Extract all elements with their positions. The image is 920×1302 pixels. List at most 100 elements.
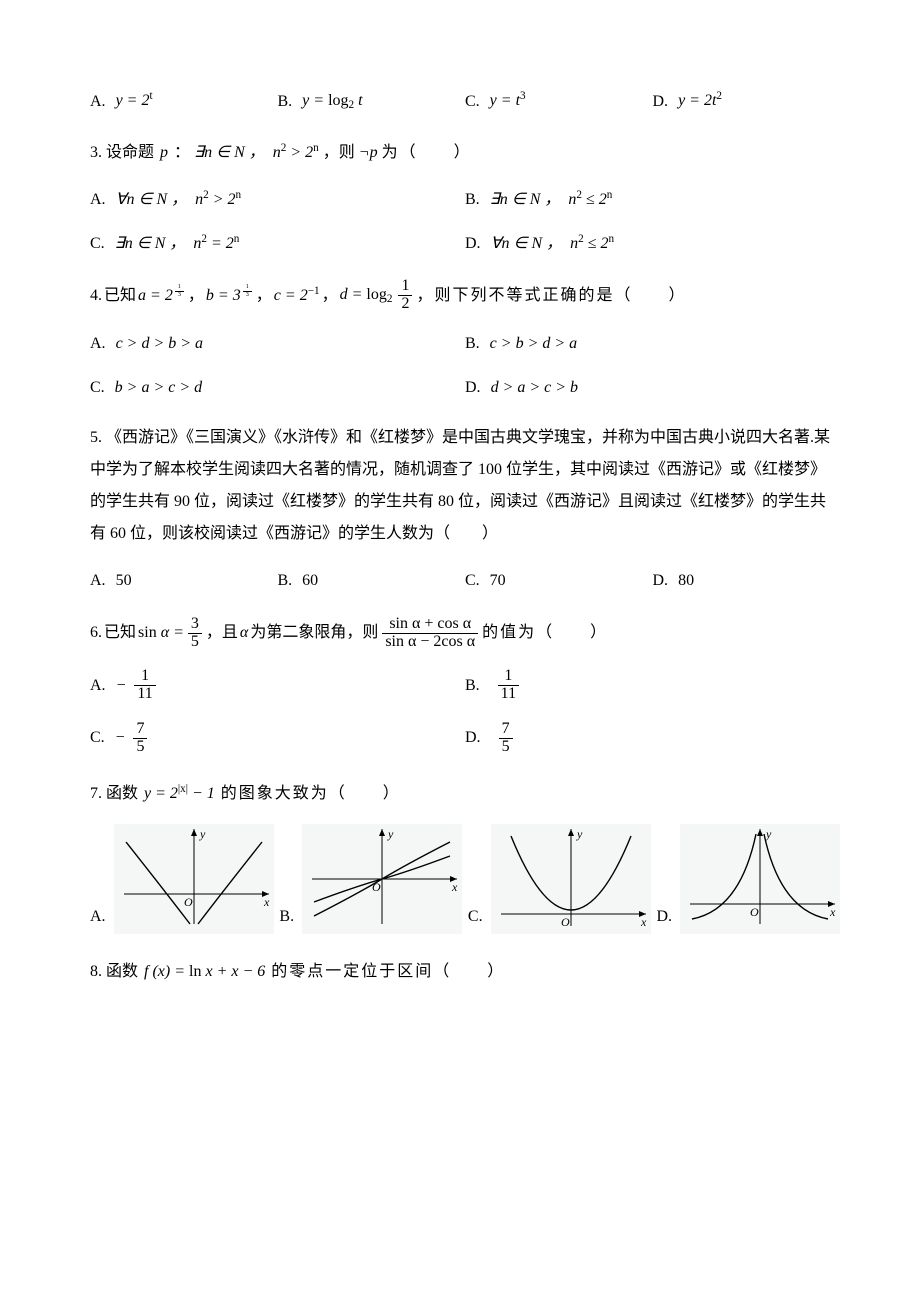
q5-options: A. 50 B. 60 C. 70 D. 80 xyxy=(90,568,840,594)
q4-num: 4. xyxy=(90,280,102,312)
opt-label: B. xyxy=(465,673,480,699)
q5-num: 5. xyxy=(90,429,102,446)
opt-math: y = 2t2 xyxy=(678,88,722,114)
opt-frac: 111 xyxy=(498,668,519,703)
q-prev-options: A. y = 2t B. y = log2 t C. y = t3 D. y =… xyxy=(90,88,840,115)
opt-frac: 111 xyxy=(134,668,155,703)
q6-stem: 6. 已知 sin α = 3 5 ，且 α 为第二象限角，则 sin α + … xyxy=(90,616,840,651)
q8-tail: 的零点一定位于区间（ ） xyxy=(271,963,505,980)
q3-num: 3. xyxy=(90,144,102,161)
q3-comma: ，则 xyxy=(323,144,355,161)
svg-text:x: x xyxy=(263,895,270,909)
opt-label: B. xyxy=(278,89,293,115)
q7-graph-b: B. y x O xyxy=(279,824,462,934)
opt-label: B. xyxy=(278,568,293,594)
q7-text: 函数 xyxy=(106,785,138,802)
q5-opt-c: C. 70 xyxy=(465,568,653,594)
q6-alpha: α xyxy=(240,617,248,649)
q6-tail: 的值为（ ） xyxy=(482,617,608,649)
q8-text: 函数 xyxy=(106,963,138,980)
opt-sign: − xyxy=(116,673,127,699)
svg-text:x: x xyxy=(829,905,836,919)
graph-d-svg: y x O xyxy=(680,824,840,934)
opt-label: B. xyxy=(465,331,480,357)
opt-label: D. xyxy=(465,231,481,257)
q3-negp: ¬p xyxy=(359,144,378,161)
q6-mid2: 为第二象限角，则 xyxy=(250,617,378,649)
comma: ， xyxy=(256,280,272,312)
opt-math: y = log2 t xyxy=(302,88,362,115)
opt-math: ∃n ∈ N ， n2 ≤ 2n xyxy=(490,187,613,213)
svg-text:y: y xyxy=(199,827,206,841)
q4-opt-a: A. c > d > b > a xyxy=(90,331,465,357)
opt-val: 60 xyxy=(302,568,318,594)
q7-graphs: A. y x O B. y x O C. y x O xyxy=(90,824,840,934)
opt-math: d > a > c > b xyxy=(491,375,579,401)
q6-opt-c: C. − 75 xyxy=(90,721,465,756)
opt-label: A. xyxy=(90,89,106,115)
q3-opt-b: B. ∃n ∈ N ， n2 ≤ 2n xyxy=(465,187,840,213)
q3-options-row1: A. ∀n ∈ N ， n2 > 2n B. ∃n ∈ N ， n2 ≤ 2n xyxy=(90,187,840,213)
opt-math: y = 2t xyxy=(116,88,153,114)
q4-stem: 4. 已知 a = 213 ， b = 313 ， c = 2−1 ， d = … xyxy=(90,278,840,313)
q6-bigfrac: sin α + cos α sin α − 2cos α xyxy=(382,616,478,651)
svg-text:x: x xyxy=(640,915,647,929)
opt-label: A. xyxy=(90,568,106,594)
opt-val: 50 xyxy=(116,568,132,594)
q3-exists: ∃n ∈ N ， n2 > 2n xyxy=(194,144,319,161)
svg-text:y: y xyxy=(387,827,394,841)
q4-d: d = log2 12 xyxy=(340,278,415,313)
opt-label: A. xyxy=(90,904,106,930)
q5-opt-d: D. 80 xyxy=(653,568,841,594)
q3-tail: 为（ ） xyxy=(382,144,472,161)
opt-math: c > d > b > a xyxy=(116,331,204,357)
svg-text:O: O xyxy=(561,915,570,929)
q7-graph-a: A. y x O xyxy=(90,824,274,934)
q7-tail: 的图象大致为（ ） xyxy=(221,785,401,802)
opt-label: D. xyxy=(653,568,669,594)
opt-math: ∀n ∈ N ， n2 ≤ 2n xyxy=(491,231,615,257)
q4-b: b = 313 xyxy=(206,280,254,312)
q3-colon: ： xyxy=(174,144,190,161)
opt-label: B. xyxy=(279,904,294,930)
opt-label: D. xyxy=(653,89,669,115)
q4-opt-d: D. d > a > c > b xyxy=(465,375,840,401)
comma: ， xyxy=(416,280,432,312)
q6-opt-b: B. 111 xyxy=(465,668,840,703)
opt-b: B. y = log2 t xyxy=(278,88,466,115)
q4-c: c = 2−1 xyxy=(274,280,320,312)
comma: ， xyxy=(322,280,338,312)
q7-graph-c: C. y x O xyxy=(468,824,651,934)
opt-frac: 75 xyxy=(499,721,513,756)
q6-text: 已知 xyxy=(104,617,136,649)
q6-opt-a: A. − 111 xyxy=(90,668,465,703)
q6-opt-d: D. 75 xyxy=(465,721,840,756)
q5-opt-b: B. 60 xyxy=(278,568,466,594)
q6-options-row1: A. − 111 B. 111 xyxy=(90,668,840,703)
svg-text:x: x xyxy=(451,880,458,894)
q8-func: f (x) = ln x + x − 6 xyxy=(144,963,265,980)
q8-stem: 8. 函数 f (x) = ln x + x − 6 的零点一定位于区间（ ） xyxy=(90,956,840,988)
q6-frac35: 3 5 xyxy=(188,616,202,651)
svg-text:O: O xyxy=(184,895,193,909)
opt-frac: 75 xyxy=(133,721,147,756)
opt-label: C. xyxy=(465,89,480,115)
q7-num: 7. xyxy=(90,785,102,802)
q5-stem: 5. 《西游记》《三国演义》《水浒传》和《红楼梦》是中国古典文学瑰宝，并称为中国… xyxy=(90,422,840,550)
q3-p: p xyxy=(160,144,168,161)
opt-math: b > a > c > d xyxy=(115,375,203,401)
svg-text:y: y xyxy=(765,827,772,841)
q4-options-row1: A. c > d > b > a B. c > b > d > a xyxy=(90,331,840,357)
opt-a: A. y = 2t xyxy=(90,88,278,114)
opt-label: C. xyxy=(90,725,105,751)
q3-opt-d: D. ∀n ∈ N ， n2 ≤ 2n xyxy=(465,231,840,257)
q4-opt-b: B. c > b > d > a xyxy=(465,331,840,357)
opt-label: A. xyxy=(90,673,106,699)
q8-num: 8. xyxy=(90,963,102,980)
q7-func: y = 2|x| − 1 xyxy=(144,785,215,802)
opt-label: D. xyxy=(465,725,481,751)
opt-math: c > b > d > a xyxy=(490,331,578,357)
opt-label: C. xyxy=(465,568,480,594)
q4-a: a = 213 xyxy=(138,280,186,312)
opt-val: 80 xyxy=(678,568,694,594)
